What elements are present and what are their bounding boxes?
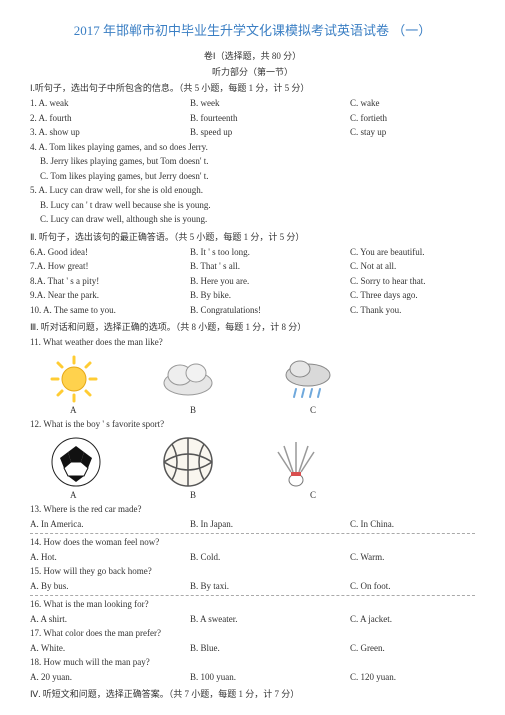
q16o: A. A shirt. B. A sweater. C. A jacket. bbox=[30, 613, 475, 627]
q14-c: C. Warm. bbox=[350, 551, 475, 565]
q6: 6.A. Good idea! B. It ' s too long. C. Y… bbox=[30, 246, 475, 260]
q13-c: C. In China. bbox=[350, 518, 475, 532]
q16-b: B. A sweater. bbox=[190, 613, 350, 627]
q14o: A. Hot. B. Cold. C. Warm. bbox=[30, 551, 475, 565]
section-4-head: Ⅳ. 听短文和问题，选择正确答案。（共 7 小题，每题 1 分，计 7 分） bbox=[30, 687, 475, 700]
subtitle-2: 听力部分（第一节） bbox=[30, 65, 475, 78]
q15: 15. How will they go back home? bbox=[30, 565, 475, 579]
q18-a: A. 20 yuan. bbox=[30, 671, 190, 685]
q17-a: A. White. bbox=[30, 642, 190, 656]
q15o: A. By bus. B. By taxi. C. On foot. bbox=[30, 580, 475, 594]
q13-a: A. In America. bbox=[30, 518, 190, 532]
q3-c: C. stay up bbox=[350, 126, 475, 140]
q8-a: 8.A. That ' s a pity! bbox=[30, 275, 190, 289]
q8: 8.A. That ' s a pity! B. Here you are. C… bbox=[30, 275, 475, 289]
q7-b: B. That ' s all. bbox=[190, 260, 350, 274]
q18: 18. How much will the man pay? bbox=[30, 656, 475, 670]
exam-title: 2017 年邯郸市初中毕业生升学文化课模拟考试英语试卷 （一） bbox=[30, 20, 475, 39]
soccer-ball-icon bbox=[50, 436, 102, 488]
cloud-icon bbox=[158, 355, 218, 403]
q13o: A. In America. B. In Japan. C. In China. bbox=[30, 518, 475, 532]
q8-b: B. Here you are. bbox=[190, 275, 350, 289]
q7: 7.A. How great! B. That ' s all. C. Not … bbox=[30, 260, 475, 274]
q1-a: 1. A. weak bbox=[30, 97, 190, 111]
q10-c: C. Thank you. bbox=[350, 304, 475, 318]
q2-a: 2. A. fourth bbox=[30, 112, 190, 126]
section-2-head: Ⅱ. 听句子，选出该句的最正确答语。（共 5 小题，每题 1 分，计 5 分） bbox=[30, 230, 475, 243]
q10-a: 10. A. The same to you. bbox=[30, 304, 190, 318]
q13: 13. Where is the red car made? bbox=[30, 503, 475, 517]
q11-images bbox=[50, 355, 475, 403]
q9-c: C. Three days ago. bbox=[350, 289, 475, 303]
label-c2: C bbox=[310, 490, 370, 500]
q1-b: B. week bbox=[190, 97, 350, 111]
rain-cloud-icon bbox=[278, 355, 338, 403]
q18-c: C. 120 yuan. bbox=[350, 671, 475, 685]
q11: 11. What weather does the man like? bbox=[30, 336, 475, 350]
section-1-head: Ⅰ.听句子，选出句子中所包含的信息。（共 5 小题，每题 1 分，计 5 分） bbox=[30, 81, 475, 94]
q17o: A. White. B. Blue. C. Green. bbox=[30, 642, 475, 656]
q3-a: 3. A. show up bbox=[30, 126, 190, 140]
q15-b: B. By taxi. bbox=[190, 580, 350, 594]
q18o: A. 20 yuan. B. 100 yuan. C. 120 yuan. bbox=[30, 671, 475, 685]
q14-a: A. Hot. bbox=[30, 551, 190, 565]
q12: 12. What is the boy ' s favorite sport? bbox=[30, 418, 475, 432]
q7-a: 7.A. How great! bbox=[30, 260, 190, 274]
q18-b: B. 100 yuan. bbox=[190, 671, 350, 685]
q10-b: B. Congratulations! bbox=[190, 304, 350, 318]
q4b: B. Jerry likes playing games, but Tom do… bbox=[30, 155, 475, 169]
q4a: 4. A. Tom likes playing games, and so do… bbox=[30, 141, 475, 155]
q13-b: B. In Japan. bbox=[190, 518, 350, 532]
q5b: B. Lucy can ' t draw well because she is… bbox=[30, 199, 475, 213]
q11-labels: A B C bbox=[70, 405, 475, 415]
badminton-icon bbox=[274, 436, 318, 488]
label-a: A bbox=[70, 405, 130, 415]
label-b: B bbox=[190, 405, 250, 415]
q2: 2. A. fourth B. fourteenth C. fortieth bbox=[30, 112, 475, 126]
q16-c: C. A jacket. bbox=[350, 613, 475, 627]
q9: 9.A. Near the park. B. By bike. C. Three… bbox=[30, 289, 475, 303]
q15-a: A. By bus. bbox=[30, 580, 190, 594]
q1: 1. A. weak B. week C. wake bbox=[30, 97, 475, 111]
label-b2: B bbox=[190, 490, 250, 500]
q2-c: C. fortieth bbox=[350, 112, 475, 126]
q17-c: C. Green. bbox=[350, 642, 475, 656]
q5c: C. Lucy can draw well, although she is y… bbox=[30, 213, 475, 227]
sun-icon bbox=[50, 355, 98, 403]
q16: 16. What is the man looking for? bbox=[30, 598, 475, 612]
q16-a: A. A shirt. bbox=[30, 613, 190, 627]
q6-c: C. You are beautiful. bbox=[350, 246, 475, 260]
subtitle-1: 卷Ⅰ（选择题，共 80 分） bbox=[30, 49, 475, 62]
q3: 3. A. show up B. speed up C. stay up bbox=[30, 126, 475, 140]
q6-b: B. It ' s too long. bbox=[190, 246, 350, 260]
q10: 10. A. The same to you. B. Congratulatio… bbox=[30, 304, 475, 318]
q14: 14. How does the woman feel now? bbox=[30, 536, 475, 550]
separator-2 bbox=[30, 595, 475, 596]
q7-c: C. Not at all. bbox=[350, 260, 475, 274]
q9-b: B. By bike. bbox=[190, 289, 350, 303]
q4c: C. Tom likes playing games, but Jerry do… bbox=[30, 170, 475, 184]
separator bbox=[30, 533, 475, 534]
q15-c: C. On foot. bbox=[350, 580, 475, 594]
q3-b: B. speed up bbox=[190, 126, 350, 140]
q17: 17. What color does the man prefer? bbox=[30, 627, 475, 641]
section-3-head: Ⅲ. 听对话和问题，选择正确的选项。（共 8 小题，每题 1 分，计 8 分） bbox=[30, 320, 475, 333]
q9-a: 9.A. Near the park. bbox=[30, 289, 190, 303]
q12-images bbox=[50, 436, 475, 488]
q17-b: B. Blue. bbox=[190, 642, 350, 656]
q14-b: B. Cold. bbox=[190, 551, 350, 565]
label-a2: A bbox=[70, 490, 130, 500]
q5a: 5. A. Lucy can draw well, for she is old… bbox=[30, 184, 475, 198]
basketball-icon bbox=[162, 436, 214, 488]
q6-a: 6.A. Good idea! bbox=[30, 246, 190, 260]
q1-c: C. wake bbox=[350, 97, 475, 111]
label-c: C bbox=[310, 405, 370, 415]
q2-b: B. fourteenth bbox=[190, 112, 350, 126]
q8-c: C. Sorry to hear that. bbox=[350, 275, 475, 289]
q12-labels: A B C bbox=[70, 490, 475, 500]
